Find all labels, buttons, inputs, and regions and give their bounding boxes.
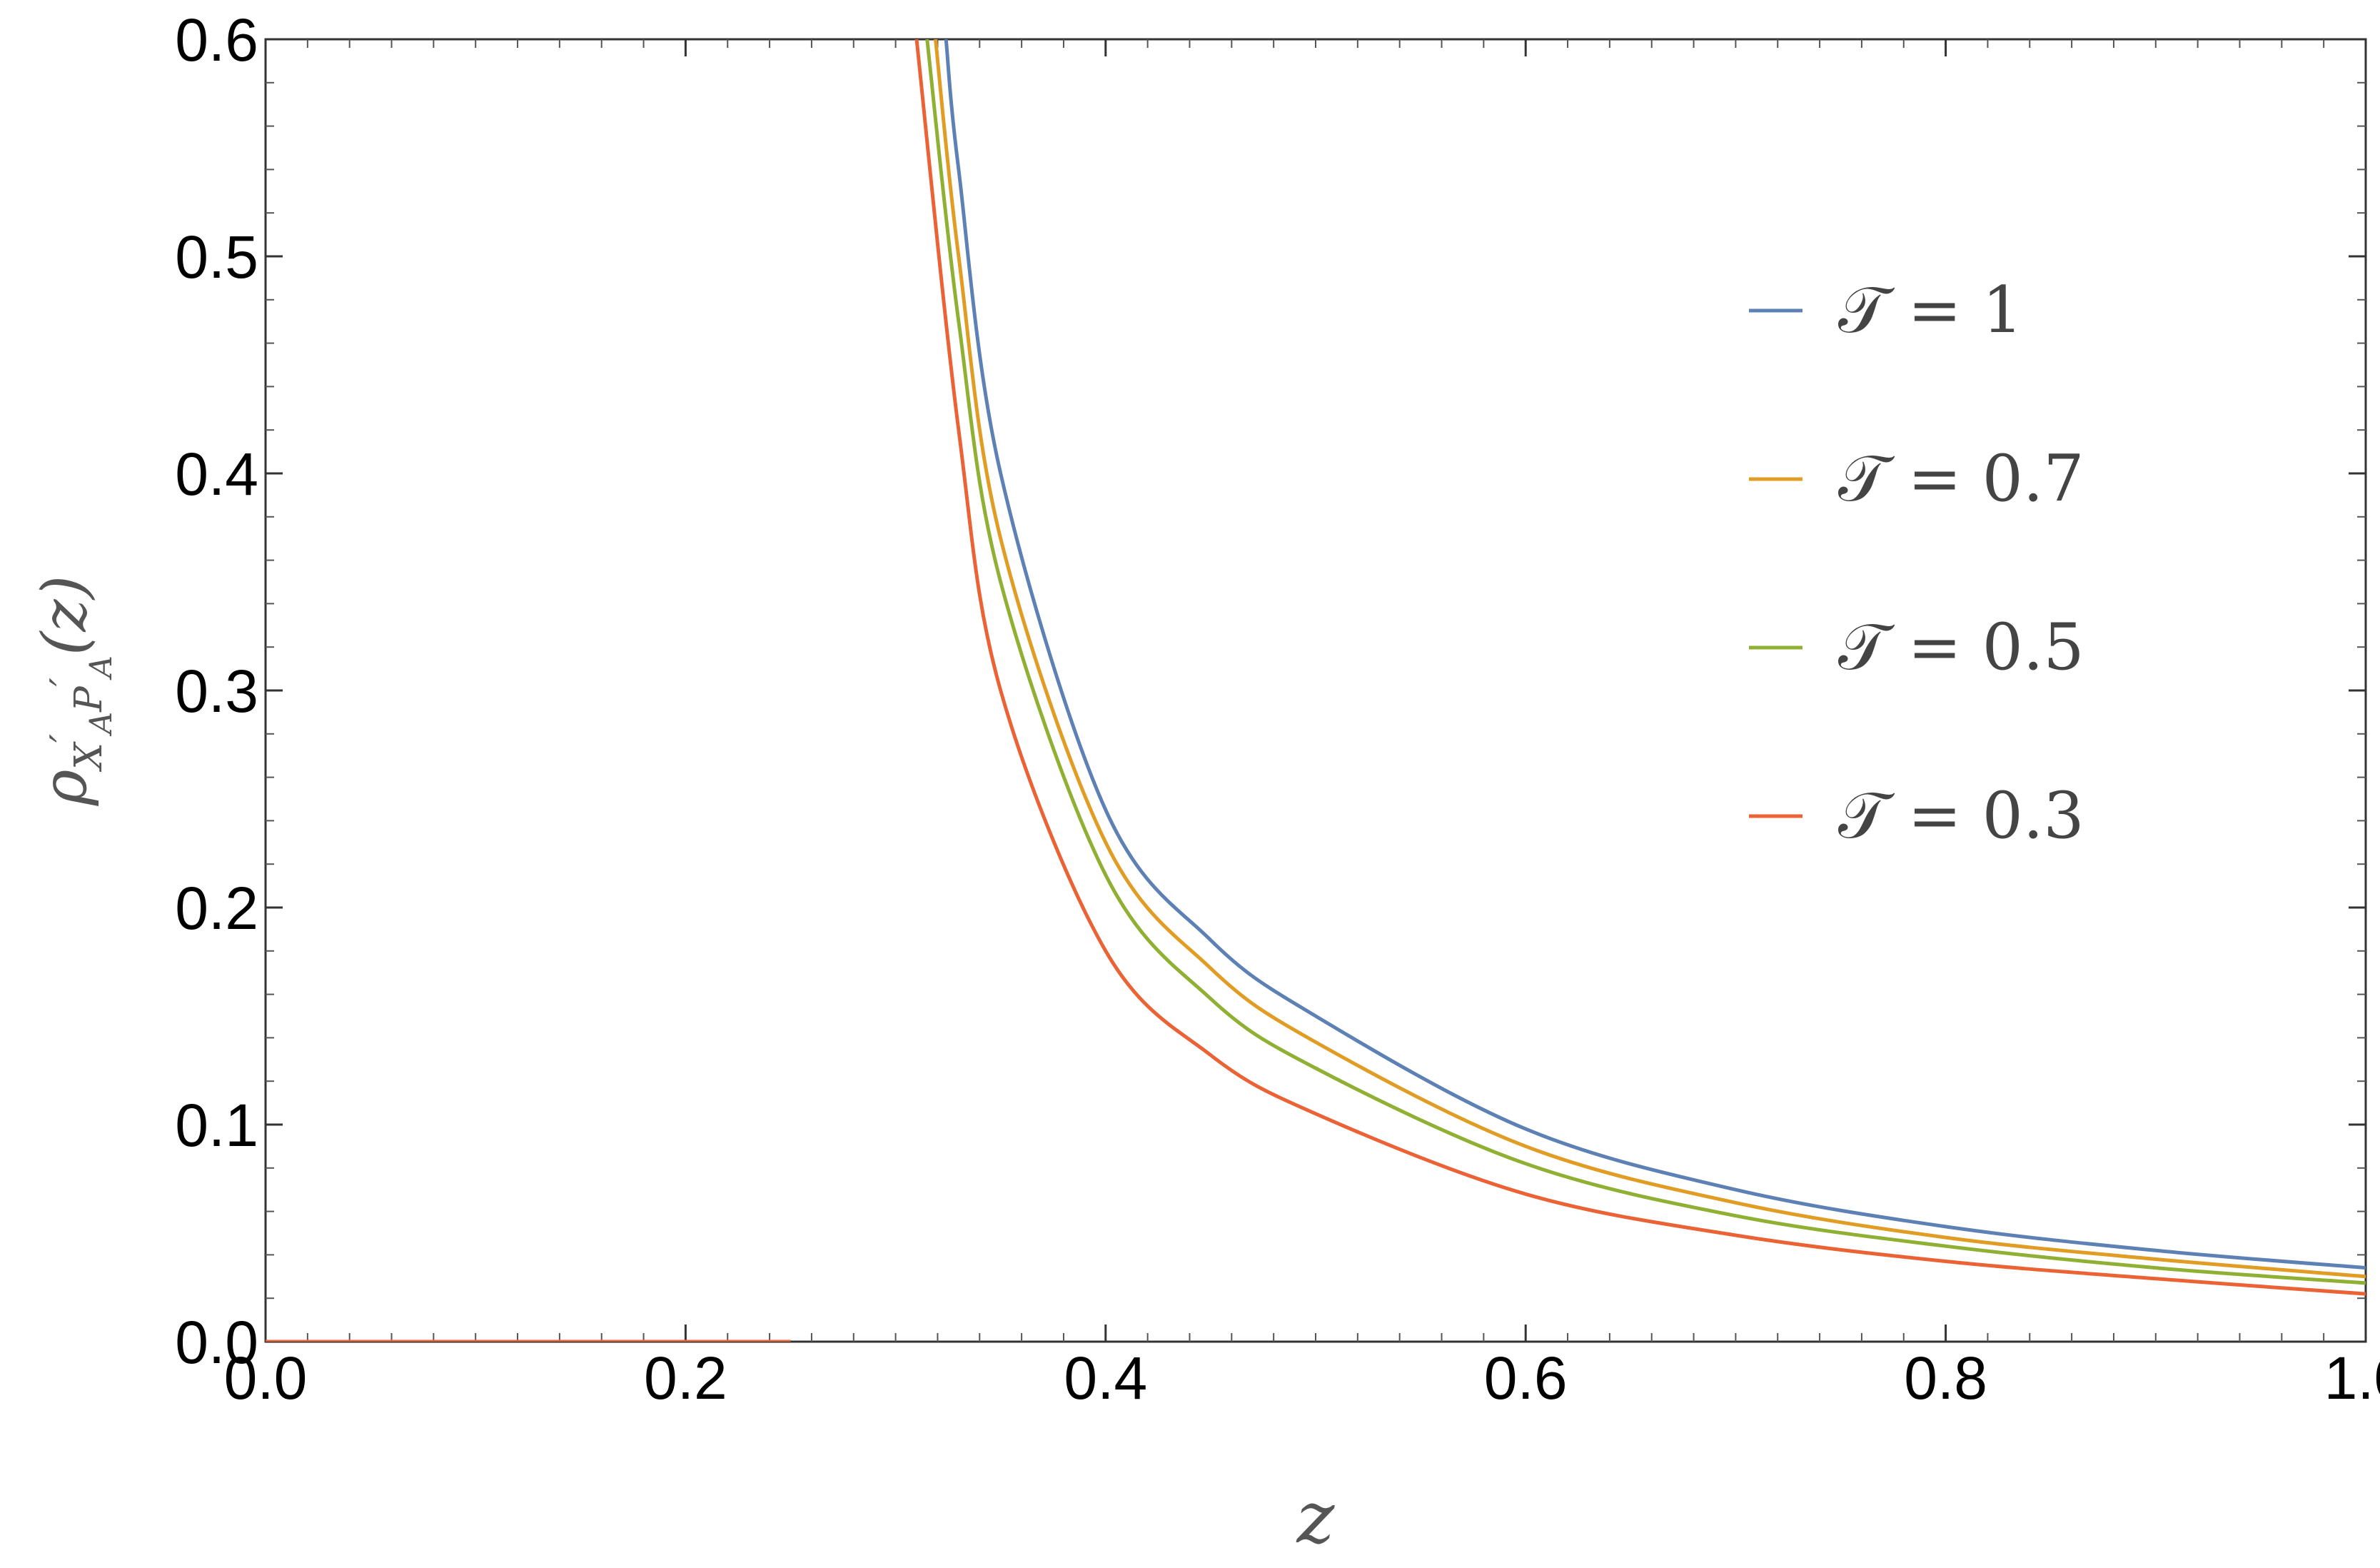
y-tick-label: 0.1 xyxy=(175,1092,258,1159)
x-axis-title: z xyxy=(1296,1476,1336,1559)
y-tick-labels: 0.0 0.1 0.2 0.3 0.4 0.5 0.6 xyxy=(175,6,258,1376)
minor-ticks xyxy=(265,39,2366,1342)
series-line xyxy=(944,39,2366,1270)
legend-label: 𝒯 = 0.3 xyxy=(1838,778,2084,853)
x-tick-label: 0.8 xyxy=(1904,1345,1987,1412)
x-tick-label: 0.6 xyxy=(1484,1345,1568,1412)
x-tick-label: 1.0 xyxy=(2324,1345,2380,1412)
series-lines xyxy=(266,39,2366,1342)
y-tick-label: 0.3 xyxy=(175,658,258,725)
series-line xyxy=(934,39,2366,1279)
series-line xyxy=(914,39,2366,1296)
series-line xyxy=(925,39,2366,1285)
legend-label: 𝒯 = 1 xyxy=(1838,273,2023,348)
legend-label: 𝒯 = 0.7 xyxy=(1838,441,2084,516)
y-tick-label: 0.4 xyxy=(175,441,258,508)
major-ticks xyxy=(264,38,2367,1343)
y-tick-label: 0.2 xyxy=(175,875,258,942)
plot-frame xyxy=(264,38,2367,1343)
legend: 𝒯 = 1 𝒯 = 0.7 𝒯 = 0.5 𝒯 = 0.3 xyxy=(1749,273,2084,853)
x-tick-label: 0.4 xyxy=(1064,1345,1147,1412)
legend-label: 𝒯 = 0.5 xyxy=(1838,610,2084,685)
y-tick-label: 0.6 xyxy=(175,6,258,74)
y-tick-label: 0.0 xyxy=(175,1309,258,1376)
y-tick-label: 0.5 xyxy=(175,223,258,291)
y-axis-title: ρX′AP′A(z) xyxy=(29,576,119,807)
x-tick-label: 0.2 xyxy=(644,1345,727,1412)
x-tick-labels: 0.0 0.2 0.4 0.6 0.8 1.0 xyxy=(224,1345,2380,1412)
x-tick-label: 0.0 xyxy=(224,1345,308,1412)
